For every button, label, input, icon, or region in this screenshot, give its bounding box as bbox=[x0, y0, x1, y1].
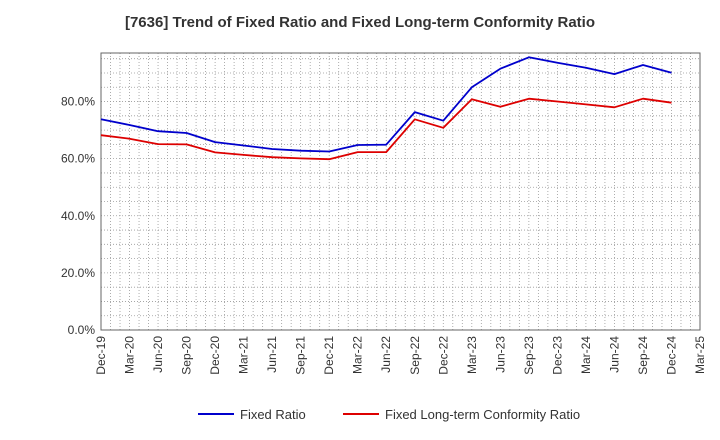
x-tick-label: Sep-20 bbox=[180, 336, 194, 375]
x-tick-label: Mar-25 bbox=[693, 336, 707, 374]
x-tick-label: Mar-20 bbox=[123, 336, 137, 374]
y-tick-label: 60.0% bbox=[61, 152, 95, 166]
x-tick-label: Dec-22 bbox=[436, 336, 450, 375]
x-tick-label: Sep-23 bbox=[522, 336, 536, 375]
grid bbox=[101, 53, 700, 330]
y-tick-label: 80.0% bbox=[61, 95, 95, 109]
x-tick-labels: Dec-19 Mar-20 Jun-20 Sep-20 Dec-20 Mar-21 Jun-… bbox=[94, 336, 707, 375]
plot-frame bbox=[100, 52, 701, 331]
x-tick-label: Dec-23 bbox=[550, 336, 564, 375]
y-tick-label: 20.0% bbox=[61, 266, 95, 280]
x-tick-label: Jun-21 bbox=[265, 336, 279, 373]
axes bbox=[100, 52, 701, 331]
x-tick-label: Dec-21 bbox=[322, 336, 336, 375]
x-tick-label: Sep-24 bbox=[636, 336, 650, 375]
y-tick-label: 0.0% bbox=[68, 323, 96, 337]
x-tick-label: Jun-24 bbox=[607, 336, 621, 373]
series-line-fixed-ratio bbox=[100, 56, 672, 153]
x-tick-label: Dec-19 bbox=[94, 336, 108, 375]
y-tick-label: 40.0% bbox=[61, 209, 95, 223]
series-lines bbox=[100, 56, 672, 161]
x-tick-label: Mar-22 bbox=[351, 336, 365, 374]
chart-title: [7636] Trend of Fixed Ratio and Fixed Lo… bbox=[124, 14, 596, 31]
x-tick-label: Sep-22 bbox=[408, 336, 422, 375]
x-tick-label: Jun-23 bbox=[493, 336, 507, 373]
legend: Fixed Ratio Fixed Long-term Conformity Ra… bbox=[198, 407, 580, 422]
x-tick-label: Jun-22 bbox=[379, 336, 393, 373]
y-tick-labels: 0.0% 20.0% 40.0% 60.0% 80.0% bbox=[61, 95, 95, 337]
x-tick-label: Dec-24 bbox=[664, 336, 678, 375]
legend-label: Fixed Long-term Conformity Ratio bbox=[385, 407, 580, 422]
series-line-fixed-long-term-conformity-ratio bbox=[100, 97, 672, 161]
x-tick-label: Mar-21 bbox=[237, 336, 251, 374]
x-tick-label: Mar-24 bbox=[579, 336, 593, 374]
x-tick-label: Sep-21 bbox=[294, 336, 308, 375]
legend-label: Fixed Ratio bbox=[240, 407, 306, 422]
x-tick-label: Dec-20 bbox=[208, 336, 222, 375]
x-tick-label: Mar-23 bbox=[465, 336, 479, 374]
x-tick-label: Jun-20 bbox=[151, 336, 165, 373]
